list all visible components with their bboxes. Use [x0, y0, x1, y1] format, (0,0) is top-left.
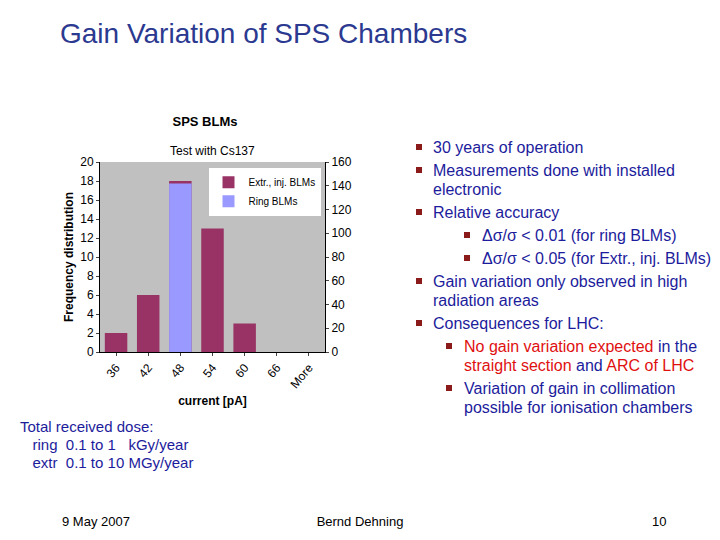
svg-text:36: 36 [104, 361, 124, 380]
svg-text:100: 100 [331, 226, 351, 240]
svg-text:12: 12 [80, 231, 94, 245]
html-text:Variation of gain in collimati: Variation of gain in collimation possibl… [464, 380, 693, 416]
svg-text:16: 16 [80, 193, 94, 207]
svg-text:current [pA]: current [pA] [178, 394, 247, 408]
svg-text:Frequency distribution: Frequency distribution [62, 192, 76, 322]
html-text:Gain Variation of SPS Chambers: Gain Variation of SPS Chambers [60, 18, 468, 49]
html-text:Bernd Dehning: Bernd Dehning [316, 514, 404, 529]
svg-text:Test with Cs137: Test with Cs137 [170, 144, 255, 158]
html-text:Consequences for LHC:: Consequences for LHC: [433, 315, 604, 332]
svg-text:20: 20 [331, 321, 345, 335]
html-text:Δσ/σ < 0.05 (for Extr., inj. B: Δσ/σ < 0.05 (for Extr., inj. BLMs) [482, 250, 712, 267]
svg-text:14: 14 [80, 212, 94, 226]
svg-text:6: 6 [87, 288, 94, 302]
svg-text:Ring BLMs: Ring BLMs [249, 196, 298, 207]
svg-text:8: 8 [87, 269, 94, 283]
svg-text:60: 60 [232, 361, 252, 380]
svg-text:140: 140 [331, 179, 351, 193]
svg-text:4: 4 [87, 307, 94, 321]
html-text:Relative accuracy: Relative accuracy [433, 204, 560, 221]
html-text:Measurements done with install: Measurements done with installed electro… [433, 162, 675, 198]
html-text:9 May 2007: 9 May 2007 [62, 514, 130, 529]
svg-text:0: 0 [87, 345, 94, 359]
svg-text:54: 54 [200, 361, 220, 380]
html-text:No gain variation expected in: No gain variation expected in the [464, 338, 697, 355]
svg-text:18: 18 [80, 174, 94, 188]
svg-text:80: 80 [331, 250, 345, 264]
html-text:Total received dose: ring 0.1: Total received dose: ring 0.1 to 1 kGy/y… [20, 418, 194, 471]
svg-text:Extr., inj. BLMs: Extr., inj. BLMs [249, 177, 316, 188]
svg-text:More: More [288, 361, 317, 391]
svg-text:60: 60 [331, 274, 345, 288]
svg-text:40: 40 [331, 298, 345, 312]
svg-text:10: 10 [80, 250, 94, 264]
svg-text:SPS BLMs: SPS BLMs [172, 114, 237, 129]
html-text:straight section and ARC of LH: straight section and ARC of LHC [464, 357, 695, 374]
html-text:Δσ/σ < 0.01 (for ring BLMs): Δσ/σ < 0.01 (for ring BLMs) [482, 227, 677, 244]
svg-text:42: 42 [136, 361, 156, 380]
svg-text:20: 20 [80, 155, 94, 169]
html-text:30 years of operation: 30 years of operation [433, 139, 584, 156]
html-text:Gain variation only observed i: Gain variation only observed in high rad… [433, 273, 688, 309]
svg-text:120: 120 [331, 203, 351, 217]
svg-text:2: 2 [87, 326, 94, 340]
html-text:10: 10 [652, 514, 667, 529]
svg-text:66: 66 [264, 361, 284, 380]
svg-text:0: 0 [331, 345, 338, 359]
svg-text:160: 160 [331, 155, 351, 169]
svg-text:48: 48 [168, 361, 188, 380]
